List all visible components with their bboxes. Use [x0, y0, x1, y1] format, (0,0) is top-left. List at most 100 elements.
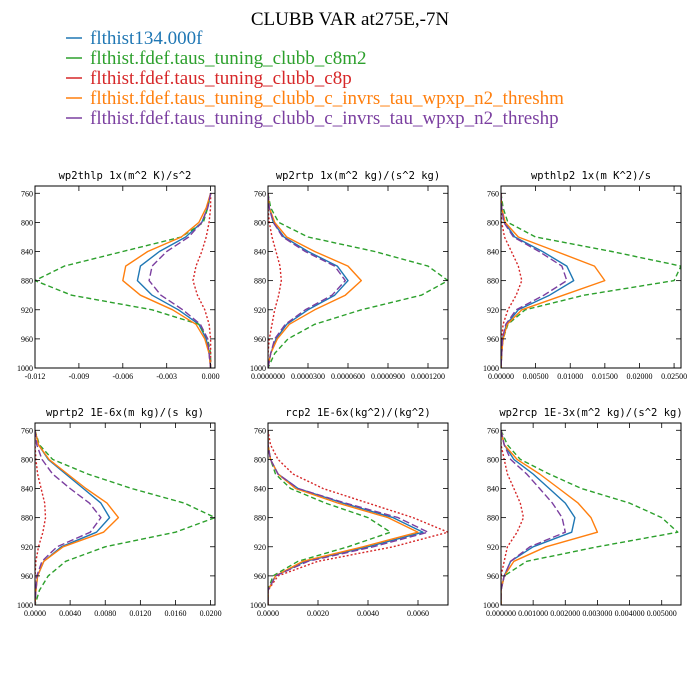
- y-tick-label: 880: [254, 277, 266, 286]
- x-tick-label: 0.005000: [647, 609, 677, 618]
- series-line: [501, 430, 599, 605]
- y-tick-label: 840: [487, 485, 499, 494]
- legend-entry: flthist.fdef.taus_tuning_clubb_c8p: [90, 68, 352, 89]
- x-tick-label: 0.0000900: [371, 372, 405, 381]
- y-tick-label: 960: [254, 572, 266, 581]
- x-tick-label: -0.003: [156, 372, 177, 381]
- series-line: [268, 430, 429, 605]
- x-tick-label: 0.00500: [523, 372, 549, 381]
- x-tick-label: 0.000000: [486, 609, 516, 618]
- x-tick-label: 0.0120: [129, 609, 151, 618]
- chart-panel: wprtp2 1E-6x(m kg)/(s kg) 760 800 840 880 920…: [17, 407, 222, 618]
- x-tick-label: 0.00000: [488, 372, 514, 381]
- panel-title: wprtp2 1E-6x(m kg)/(s kg): [46, 407, 204, 419]
- series-line: [268, 430, 392, 605]
- series-line: [148, 193, 212, 368]
- x-tick-label: 0.0000600: [331, 372, 365, 381]
- x-tick-label: 0.0080: [94, 609, 116, 618]
- legend-entry: flthist.fdef.taus_tuning_clubb_c8m2: [90, 48, 367, 69]
- y-tick-label: 760: [21, 189, 33, 198]
- chart-panel: wpthlp2 1x(m K^2)/s 760 800 840 880 920 960 100…: [483, 170, 687, 381]
- y-tick-label: 760: [21, 426, 33, 435]
- y-tick-label: 800: [21, 218, 33, 227]
- x-tick-label: 0.01500: [592, 372, 618, 381]
- y-tick-label: 1000: [17, 601, 33, 610]
- y-tick-label: 920: [254, 306, 266, 315]
- y-tick-label: 1000: [250, 601, 266, 610]
- series-group: [501, 193, 681, 368]
- x-tick-label: 0.000: [202, 372, 220, 381]
- panel-title: wp2thlp 1x(m^2 K)/s^2: [59, 170, 192, 182]
- y-tick-label: 960: [21, 572, 33, 581]
- series-line: [268, 193, 346, 368]
- x-tick-label: 0.004000: [615, 609, 645, 618]
- y-tick-label: 800: [254, 455, 266, 464]
- y-tick-label: 920: [21, 543, 33, 552]
- y-tick-label: 880: [21, 514, 33, 523]
- series-line: [268, 430, 424, 605]
- series-line: [501, 430, 576, 605]
- y-tick-label: 1000: [483, 601, 499, 610]
- y-tick-label: 760: [487, 426, 499, 435]
- plot-frame: [267, 422, 449, 606]
- y-tick-label: 880: [487, 514, 499, 523]
- x-tick-label: 0.0040: [357, 609, 379, 618]
- x-tick-label: 0.0200: [200, 609, 222, 618]
- series-line: [501, 193, 681, 368]
- y-tick-label: 1000: [17, 364, 33, 373]
- y-tick-label: 960: [487, 572, 499, 581]
- x-tick-label: 0.0000300: [291, 372, 325, 381]
- series-group: [35, 430, 215, 605]
- panel-title: wp2rtp 1x(m^2 kg)/(s^2 kg): [276, 170, 440, 182]
- series-line: [501, 193, 575, 368]
- y-tick-label: 800: [487, 455, 499, 464]
- plot-frame: [34, 422, 216, 606]
- y-tick-label: 840: [487, 248, 499, 257]
- x-tick-label: 0.003000: [582, 609, 612, 618]
- plot-frame: [500, 185, 682, 369]
- plot-frame: [500, 422, 682, 606]
- panels: wp2thlp 1x(m^2 K)/s^2 760 800 840 880 920 960 1…: [17, 170, 687, 618]
- panel-title: wp2rcp 1E-3x(m^2 kg)/(s^2 kg): [499, 407, 682, 419]
- y-tick-label: 800: [254, 218, 266, 227]
- x-tick-label: 0.0000: [257, 609, 279, 618]
- x-tick-label: 0.0000: [24, 609, 46, 618]
- plot-frame: [267, 185, 449, 369]
- series-line: [35, 430, 215, 605]
- x-tick-label: 0.02500: [661, 372, 687, 381]
- series-line: [268, 193, 448, 368]
- series-line: [501, 430, 679, 605]
- series-group: [268, 193, 448, 368]
- x-tick-label: 0.001000: [518, 609, 548, 618]
- x-tick-label: 0.02000: [626, 372, 652, 381]
- y-tick-label: 840: [21, 485, 33, 494]
- y-tick-label: 920: [254, 543, 266, 552]
- y-tick-label: 1000: [250, 364, 266, 373]
- y-tick-label: 760: [254, 189, 266, 198]
- y-tick-label: 1000: [483, 364, 499, 373]
- y-tick-label: 880: [254, 514, 266, 523]
- y-tick-label: 880: [487, 277, 499, 286]
- y-tick-label: 920: [21, 306, 33, 315]
- panel-title: wpthlp2 1x(m K^2)/s: [531, 170, 651, 182]
- x-tick-label: 0.01000: [557, 372, 583, 381]
- legend-entry: flthist.fdef.taus_tuning_clubb_c_invrs_t…: [90, 108, 559, 129]
- series-line: [501, 430, 566, 605]
- series-line: [35, 430, 120, 605]
- x-tick-label: 0.0060: [407, 609, 429, 618]
- x-tick-label: -0.012: [25, 372, 46, 381]
- series-line: [501, 193, 606, 368]
- y-tick-label: 840: [254, 485, 266, 494]
- x-tick-label: 0.0040: [59, 609, 81, 618]
- series-line: [192, 193, 212, 368]
- legend-entry: flthist134.000f: [90, 28, 203, 49]
- x-tick-label: 0.0000000: [251, 372, 285, 381]
- y-tick-label: 960: [21, 335, 33, 344]
- y-tick-label: 760: [254, 426, 266, 435]
- legend: flthist134.000fflthist.fdef.taus_tuning_…: [66, 28, 564, 129]
- series-group: [501, 430, 679, 605]
- x-tick-label: 0.0001200: [411, 372, 445, 381]
- x-tick-label: -0.009: [69, 372, 90, 381]
- chart-panel: wp2thlp 1x(m^2 K)/s^2 760 800 840 880 920 960 1…: [17, 170, 220, 381]
- x-tick-label: 0.002000: [550, 609, 580, 618]
